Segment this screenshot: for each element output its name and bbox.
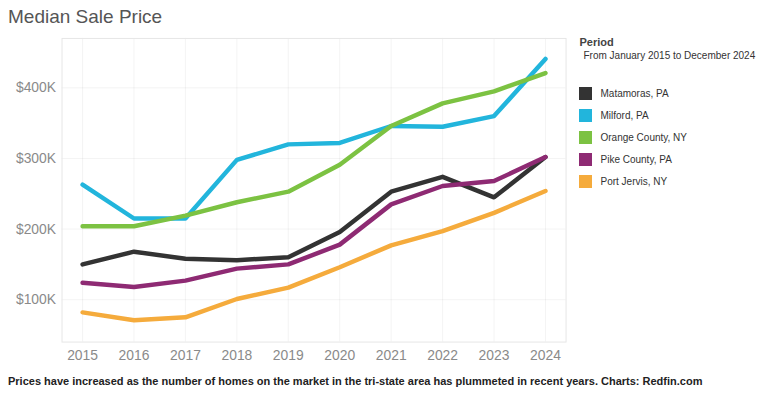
svg-text:2020: 2020	[324, 347, 355, 363]
html-text:Orange County, NY: Orange County, NY	[600, 132, 687, 143]
svg-text:2015: 2015	[67, 347, 98, 363]
svg-text:2016: 2016	[119, 347, 150, 363]
svg-text:2024: 2024	[530, 347, 561, 363]
html-text:Prices have increased as the n: Prices have increased as the number of h…	[8, 375, 703, 388]
html-text:Pike County, PA: Pike County, PA	[600, 154, 672, 165]
svg-text:$400K: $400K	[16, 79, 57, 95]
html-text:Matamoras, PA: Matamoras, PA	[600, 88, 669, 99]
svg-text:2023: 2023	[479, 347, 510, 363]
svg-text:$100K: $100K	[16, 291, 57, 307]
svg-text:2018: 2018	[221, 347, 252, 363]
html-text:Period: Period	[579, 36, 614, 48]
svg-text:2022: 2022	[427, 347, 458, 363]
html-text:From January 2015 to December: From January 2015 to December 2024	[583, 50, 756, 61]
svg-text:$300K: $300K	[16, 150, 57, 166]
svg-text:2021: 2021	[376, 347, 407, 363]
html-text:Port Jervis, NY: Port Jervis, NY	[600, 176, 668, 187]
html-text:Milford, PA: Milford, PA	[600, 110, 649, 121]
html-text:Median Sale Price: Median Sale Price	[8, 6, 163, 27]
svg-text:2019: 2019	[273, 347, 304, 363]
svg-text:2017: 2017	[170, 347, 201, 363]
svg-text:$200K: $200K	[16, 221, 57, 237]
